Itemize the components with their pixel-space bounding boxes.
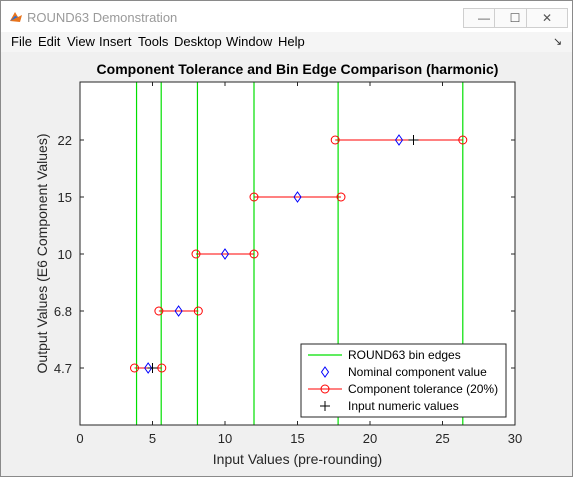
matlab-logo-icon	[10, 12, 22, 22]
menu-tools[interactable]: Tools	[138, 34, 169, 49]
menu-help[interactable]: Help	[278, 34, 305, 49]
x-tick-label: 30	[508, 431, 522, 446]
chart-title: Component Tolerance and Bin Edge Compari…	[97, 61, 499, 77]
chart[interactable]: 0 5 10 15 20 25 30 4.7 6.8 10 15 22 Component Tolera…	[1, 52, 572, 476]
input-marker	[408, 135, 419, 145]
menu-file[interactable]: File	[11, 34, 32, 49]
figure-area: 0 5 10 15 20 25 30 4.7 6.8 10 15 22 Component Tolera…	[1, 52, 572, 476]
x-tick-label: 10	[218, 431, 232, 446]
tolerance-low-marker	[130, 363, 140, 373]
tolerance-high-marker	[336, 192, 346, 202]
tolerance-high-marker	[193, 306, 203, 316]
menu-edit[interactable]: Edit	[38, 34, 61, 49]
y-tick-label: 4.7	[54, 361, 72, 376]
x-tick-label: 20	[363, 431, 377, 446]
y-axis-label: Output Values (E6 Component Values)	[34, 134, 50, 374]
x-axis-label: Input Values (pre-rounding)	[213, 451, 382, 467]
menu-desktop[interactable]: Desktop	[174, 34, 222, 49]
dock-arrow-icon[interactable]: ↘	[553, 36, 563, 48]
y-tick-label: 15	[58, 190, 72, 205]
legend-label: ROUND63 bin edges	[348, 348, 461, 362]
x-tick-label: 5	[149, 431, 156, 446]
tolerance-low-marker	[191, 249, 201, 259]
x-tick-label: 15	[290, 431, 304, 446]
legend-label: Component tolerance (20%)	[348, 382, 498, 396]
legend-label: Input numeric values	[348, 399, 459, 413]
legend-box	[300, 343, 507, 418]
menu-bar: File Edit View Insert Tools Desktop Wind…	[1, 32, 572, 52]
tolerance-high-marker	[458, 135, 468, 145]
tolerance-high-marker	[157, 363, 167, 373]
menu-view[interactable]: View	[67, 34, 95, 49]
legend-tolerance-swatch	[320, 384, 330, 394]
close-button[interactable]: ✕	[526, 8, 568, 28]
nominal-marker	[293, 191, 302, 203]
y-tick-label: 6.8	[54, 304, 72, 319]
nominal-marker	[220, 248, 230, 260]
title-bar[interactable]: ROUND63 Demonstration — ☐ ✕	[1, 1, 572, 32]
tolerance-low-marker	[249, 192, 259, 202]
nominal-marker	[394, 134, 404, 146]
legend-label: Nominal component value	[348, 365, 487, 379]
menu-window[interactable]: Window	[226, 34, 273, 49]
y-tick-label: 10	[58, 247, 72, 262]
tolerance-low-marker	[154, 306, 164, 316]
tolerance-low-marker	[330, 135, 340, 145]
nominal-marker	[174, 305, 183, 317]
y-tick-label: 22	[58, 133, 72, 148]
menu-insert[interactable]: Insert	[99, 34, 132, 49]
nominal-marker	[144, 362, 153, 374]
x-tick-label: 0	[76, 431, 83, 446]
input-marker	[147, 363, 158, 373]
tolerance-high-marker	[249, 249, 259, 259]
window-title: ROUND63 Demonstration	[27, 10, 178, 25]
legend-nominal-swatch	[320, 366, 330, 378]
x-tick-label: 25	[435, 431, 449, 446]
